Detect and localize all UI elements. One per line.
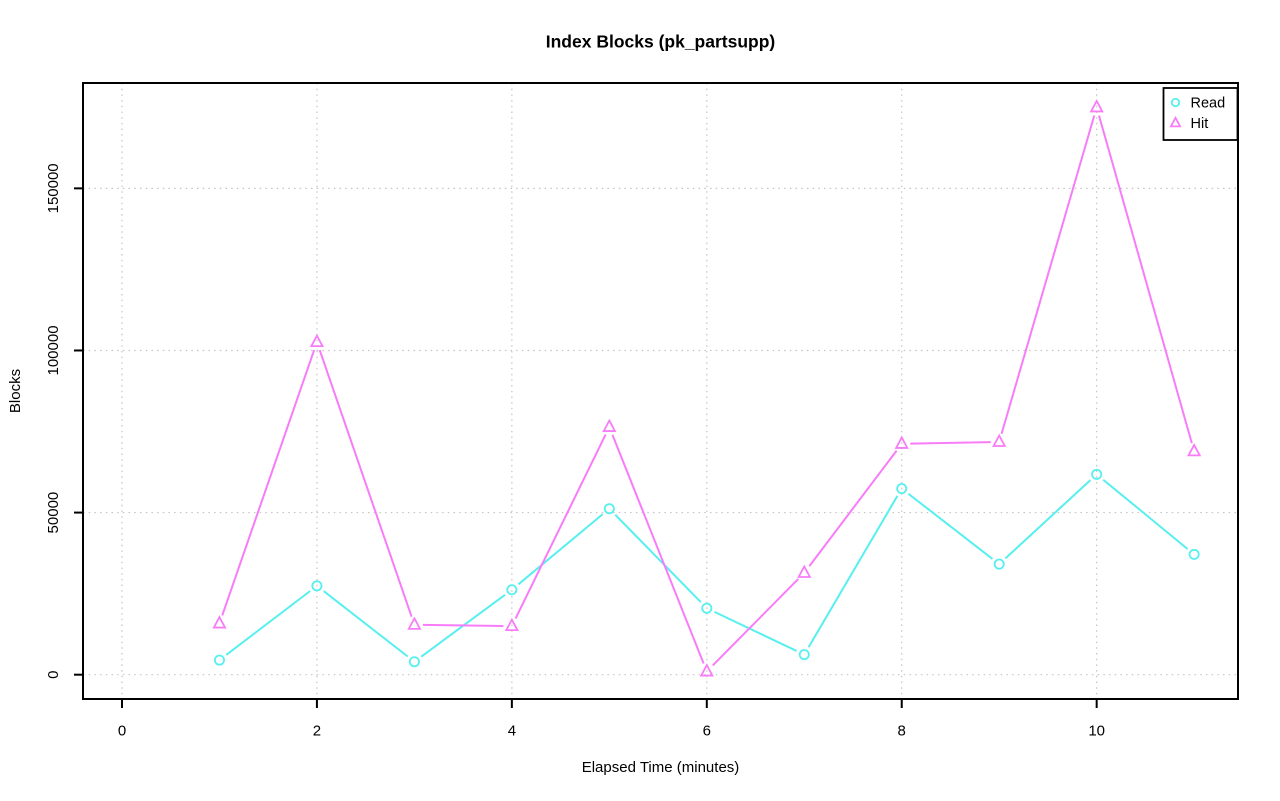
circle-marker-icon: [603, 503, 615, 515]
series-read: [213, 468, 1200, 668]
triangle-marker-icon: [992, 433, 1007, 447]
series-segment: [225, 590, 311, 656]
x-tick-label: 2: [313, 723, 321, 740]
triangle-marker-icon: [504, 617, 519, 632]
series-segment: [517, 513, 604, 586]
x-tick-label: 0: [118, 723, 126, 740]
series-segment: [614, 514, 702, 603]
series-segment: [1000, 115, 1096, 435]
circle-marker-icon: [1188, 548, 1200, 560]
plot-border: [82, 82, 1239, 700]
circle-marker-icon: [408, 656, 420, 668]
triangle-marker-icon: [1089, 99, 1104, 113]
triangle-marker-icon: [407, 616, 422, 630]
y-tick-label: 50000: [45, 492, 62, 534]
series-segment: [712, 578, 800, 667]
triangle-marker-icon: [309, 333, 325, 348]
series-segment: [611, 434, 705, 664]
axis-ticks: 0 2 4 6 8 10 0 50000 100000 150000: [45, 163, 1105, 739]
legend-item-hit: Hit: [1169, 115, 1209, 132]
series-segment: [221, 349, 316, 616]
series-segment: [907, 493, 994, 560]
legend-item-label: Hit: [1191, 116, 1209, 132]
series-segment: [1098, 115, 1193, 444]
x-tick-label: 4: [508, 723, 516, 740]
series-segment: [514, 434, 607, 619]
triangle-marker-icon: [699, 663, 714, 677]
triangle-marker-icon: [212, 615, 227, 629]
circle-marker-icon: [993, 558, 1005, 570]
chart-title: Index Blocks (pk_partsupp): [546, 32, 776, 52]
legend-item-read: Read: [1170, 96, 1226, 112]
series-segment: [714, 610, 798, 652]
series-segment: [323, 590, 409, 658]
series-segment: [318, 349, 413, 618]
legend-entries: Read Hit: [1169, 96, 1226, 132]
series-segment: [910, 441, 991, 445]
series-segment: [807, 495, 899, 648]
x-tick-label: 8: [898, 723, 906, 740]
triangle-marker-icon: [797, 564, 812, 578]
circle-marker-icon: [798, 649, 810, 661]
series-segment: [422, 623, 504, 627]
legend-box: [1162, 87, 1239, 141]
y-axis-label: Blocks: [7, 369, 24, 413]
circle-marker-icon: [311, 580, 323, 592]
y-tick-label: 100000: [45, 325, 62, 375]
series-segment: [808, 450, 898, 567]
legend: Read Hit: [1162, 87, 1239, 141]
y-tick-label: 0: [45, 671, 62, 679]
series-segment: [1004, 479, 1092, 560]
data-series: [212, 99, 1202, 677]
gridlines: [83, 83, 1238, 699]
circle-marker-icon: [896, 483, 908, 495]
circle-marker-icon: [506, 584, 518, 596]
circle-marker-icon: [213, 654, 225, 666]
triangle-marker-icon: [1187, 442, 1202, 457]
circle-marker-icon: [701, 602, 713, 614]
series-segment: [1102, 478, 1189, 550]
triangle-marker-icon: [1169, 115, 1182, 128]
y-tick-label: 150000: [45, 163, 62, 213]
series-hit: [212, 99, 1202, 677]
x-tick-label: 6: [703, 723, 711, 740]
x-tick-label: 10: [1088, 723, 1105, 740]
triangle-marker-icon: [894, 435, 909, 449]
circle-marker-icon: [1091, 468, 1103, 480]
legend-item-label: Read: [1191, 96, 1226, 112]
circle-marker-icon: [1170, 97, 1181, 108]
triangle-marker-icon: [602, 418, 617, 432]
x-axis-label: Elapsed Time (minutes): [582, 759, 740, 776]
